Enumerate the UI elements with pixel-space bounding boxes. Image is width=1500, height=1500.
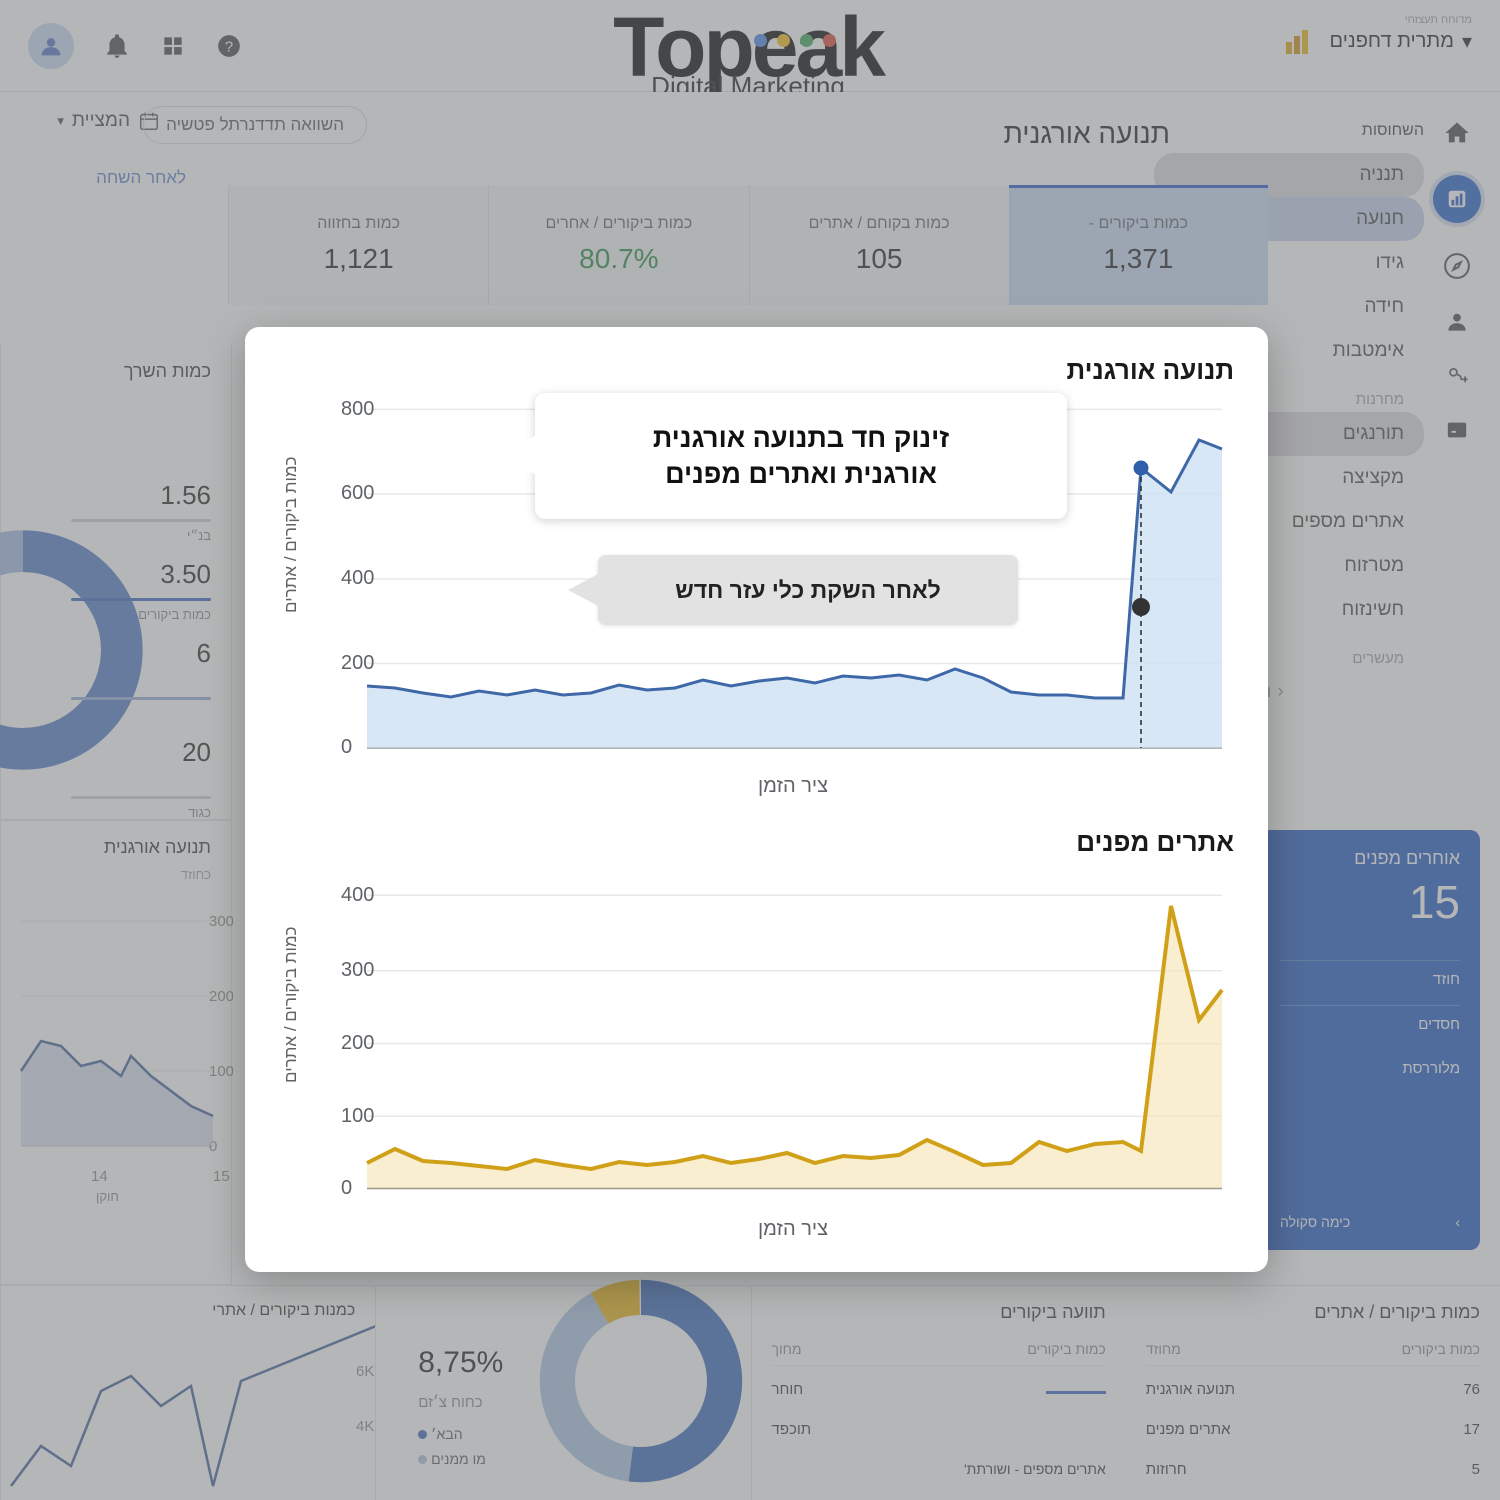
- svg-text:400: 400: [341, 884, 374, 906]
- svg-text:15: 15: [213, 1168, 230, 1185]
- svg-text:600: 600: [341, 482, 374, 504]
- svg-text:0: 0: [341, 736, 352, 758]
- svg-text:ציר הזמן: ציר הזמן: [758, 1218, 828, 1240]
- svg-text:4K: 4K: [356, 1418, 374, 1435]
- svg-text:100: 100: [341, 1105, 374, 1127]
- svg-text:14: 14: [91, 1168, 108, 1185]
- svg-text:?: ?: [225, 38, 233, 55]
- svg-text:100: 100: [209, 1063, 233, 1080]
- svg-text:ציר הזמן: ציר הזמן: [758, 775, 828, 797]
- svg-text:400: 400: [341, 567, 374, 589]
- svg-text:0: 0: [341, 1177, 352, 1199]
- svg-text:200: 200: [341, 1032, 374, 1054]
- svg-text:חוקן: חוקן: [96, 1189, 119, 1204]
- svg-text:6K: 6K: [356, 1363, 374, 1380]
- svg-text:200: 200: [209, 988, 233, 1005]
- svg-text:200: 200: [341, 652, 374, 674]
- svg-text:800: 800: [341, 398, 374, 420]
- svg-text:300: 300: [209, 913, 233, 930]
- svg-text:300: 300: [341, 959, 374, 981]
- svg-text:0: 0: [209, 1138, 217, 1155]
